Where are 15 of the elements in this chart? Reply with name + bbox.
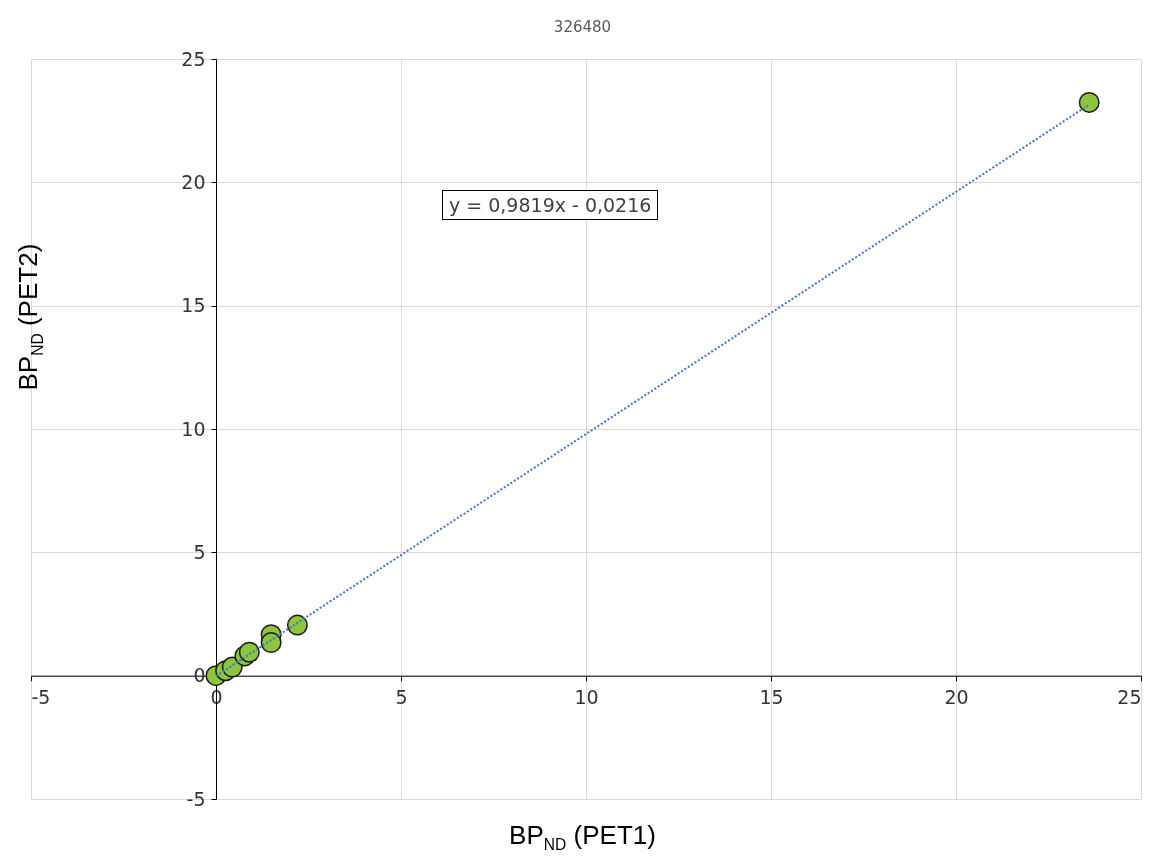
chart-title: 326480 [552, 18, 613, 36]
x-tick-label: 10 [574, 686, 599, 709]
y-tick-label: 20 [181, 170, 206, 193]
y-tick-label: -5 [186, 787, 206, 810]
x-tick-label: 15 [759, 686, 784, 709]
y-tick-label: 15 [181, 294, 206, 317]
x-tick-label: 5 [395, 686, 408, 709]
x-tick-label: 20 [944, 686, 969, 709]
x-tick-label: -5 [31, 686, 51, 709]
x-tick-label: 25 [1117, 686, 1142, 709]
annotation: y = 0,9819x - 0,0216 [442, 190, 659, 220]
x-axis-title: BP$_{ND}$ (PET1) [508, 820, 657, 855]
y-tick-label: 5 [193, 540, 206, 563]
y-tick-label: 10 [181, 417, 206, 440]
y-tick-label: 25 [181, 47, 206, 70]
